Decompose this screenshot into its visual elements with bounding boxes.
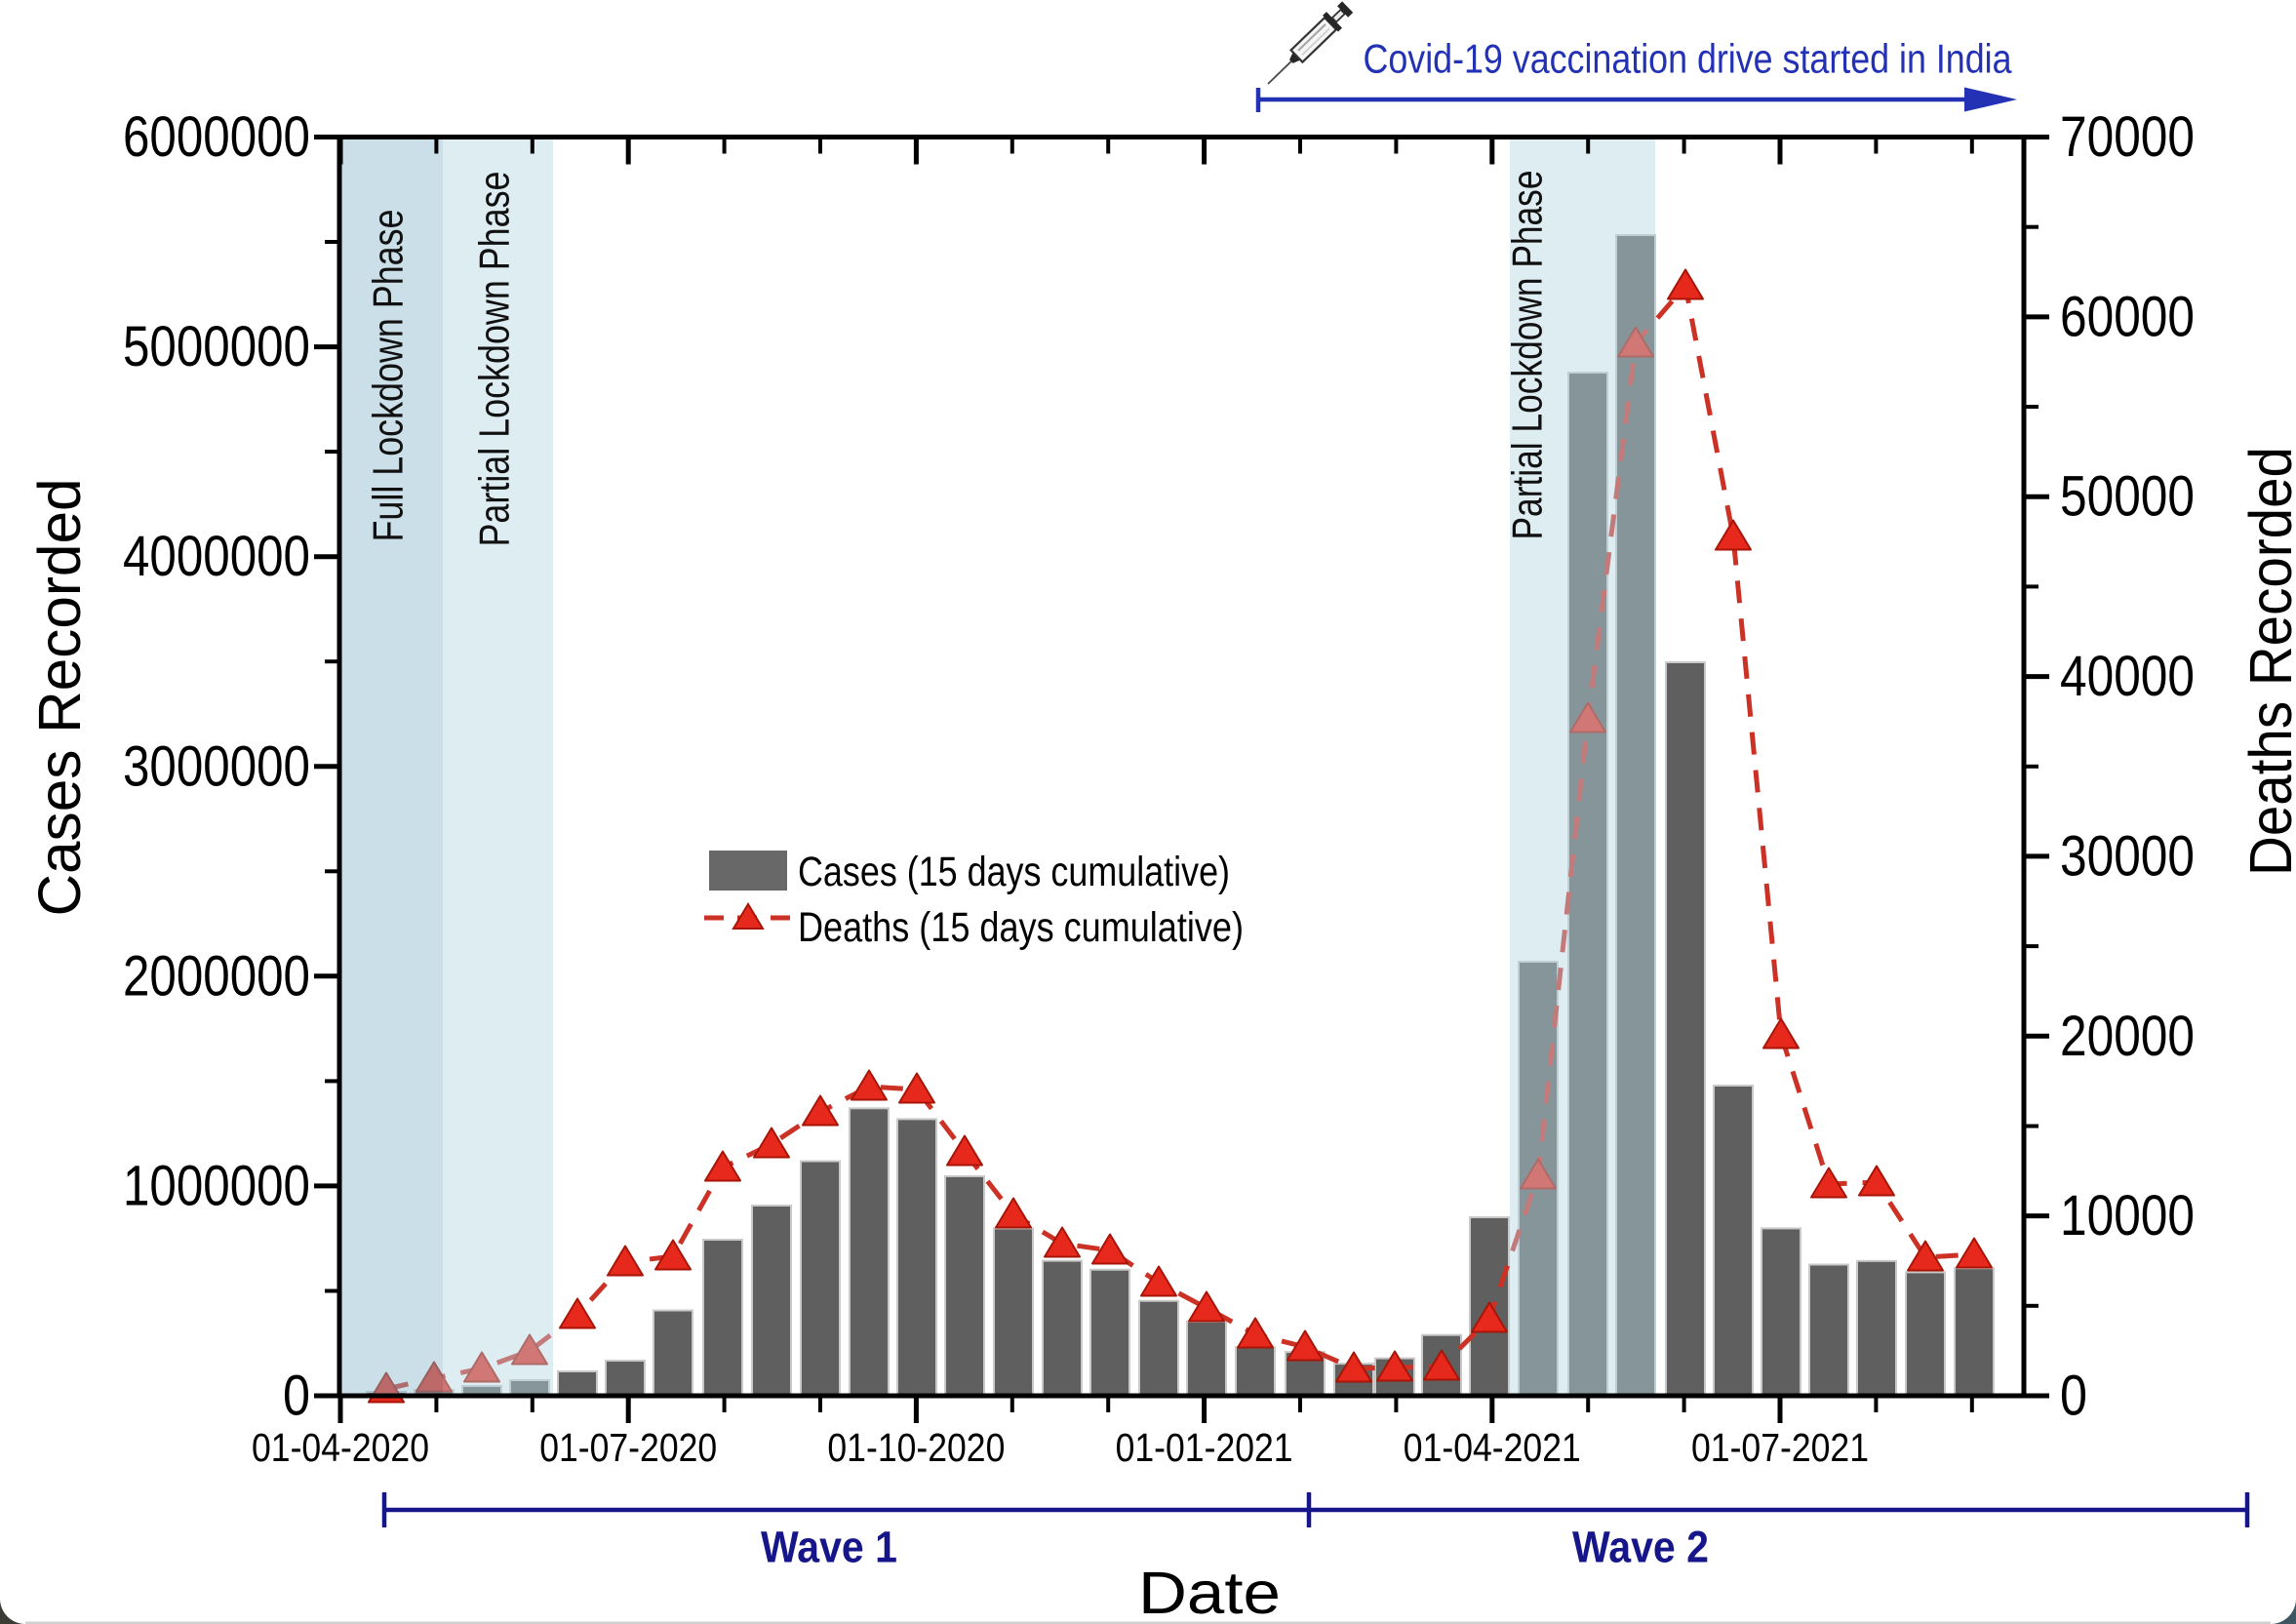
svg-text:2000000: 2000000 [123, 944, 310, 1008]
svg-text:40000: 40000 [2060, 645, 2195, 708]
svg-text:01-07-2021: 01-07-2021 [1691, 1425, 1869, 1470]
svg-text:01-04-2021: 01-04-2021 [1404, 1425, 1581, 1470]
svg-text:Cases (15 days cumulative): Cases (15 days cumulative) [798, 849, 1230, 895]
svg-text:60000: 60000 [2060, 285, 2195, 348]
svg-text:30000: 30000 [2060, 824, 2195, 888]
svg-text:Cases Recorded: Cases Recorded [26, 479, 93, 917]
svg-text:70000: 70000 [2060, 105, 2195, 169]
svg-text:01-10-2020: 01-10-2020 [827, 1425, 1005, 1470]
svg-text:01-04-2020: 01-04-2020 [252, 1425, 429, 1470]
svg-text:Partial Lockdown Phase: Partial Lockdown Phase [1504, 171, 1552, 540]
svg-text:0: 0 [283, 1365, 310, 1428]
svg-text:Covid-19 vaccination drive sta: Covid-19 vaccination drive started in In… [1364, 36, 2013, 82]
svg-text:Deaths Recorded: Deaths Recorded [2237, 447, 2296, 876]
svg-text:Date: Date [1138, 1560, 1281, 1624]
svg-text:1000000: 1000000 [123, 1154, 310, 1217]
svg-text:0: 0 [2060, 1365, 2087, 1428]
svg-text:Deaths (15 days cumulative): Deaths (15 days cumulative) [798, 904, 1244, 951]
svg-text:01-07-2020: 01-07-2020 [539, 1425, 717, 1470]
svg-text:3000000: 3000000 [123, 734, 310, 798]
svg-text:10000: 10000 [2060, 1184, 2195, 1248]
svg-text:01-01-2021: 01-01-2021 [1116, 1425, 1293, 1470]
svg-text:50000: 50000 [2060, 465, 2195, 529]
svg-text:Full Lockdown Phase: Full Lockdown Phase [365, 210, 413, 542]
svg-text:4000000: 4000000 [123, 525, 310, 588]
svg-text:6000000: 6000000 [123, 105, 310, 169]
svg-text:Wave 2: Wave 2 [1572, 1523, 1709, 1572]
svg-text:Wave 1: Wave 1 [761, 1523, 897, 1572]
svg-text:Partial Lockdown Phase: Partial Lockdown Phase [471, 172, 519, 547]
svg-text:5000000: 5000000 [123, 315, 310, 378]
svg-text:20000: 20000 [2060, 1005, 2195, 1068]
